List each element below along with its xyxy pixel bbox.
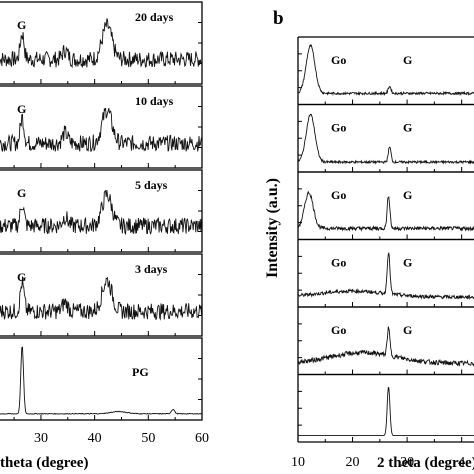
peak-label-go: Go bbox=[331, 121, 346, 135]
x-axis-title: 2 theta (degree) bbox=[377, 455, 474, 471]
series-line bbox=[297, 251, 474, 301]
panel-letter-b: b bbox=[273, 8, 284, 29]
x-tick-label: 10 bbox=[291, 455, 305, 470]
peak-label-g: G bbox=[17, 102, 26, 116]
x-tick-label: 30 bbox=[400, 455, 414, 470]
series-line bbox=[0, 18, 202, 69]
series-frame bbox=[0, 337, 203, 421]
panel-a: G 20 days G 10 days G 5 days G 3 days PG 30 40 50 60… bbox=[0, 1, 209, 471]
series-name-label: 20 days bbox=[135, 10, 174, 24]
series-line bbox=[297, 113, 474, 165]
x-axis-title: theta (degree) bbox=[0, 455, 88, 471]
peak-label-go: Go bbox=[331, 256, 346, 270]
series-line bbox=[297, 190, 474, 232]
series-name-label: 5 days bbox=[135, 178, 168, 192]
peak-label-g: G bbox=[403, 188, 412, 202]
series-name-label: PG bbox=[132, 365, 149, 379]
x-tick-label: 60 bbox=[195, 431, 209, 446]
peak-label-g: G bbox=[403, 256, 412, 270]
series-line bbox=[0, 107, 203, 152]
series-line bbox=[0, 276, 203, 321]
x-tick-label: 30 bbox=[34, 431, 48, 446]
x-tick-label: 40 bbox=[88, 431, 102, 446]
peak-label-g: G bbox=[403, 323, 412, 337]
peak-label-g: G bbox=[403, 53, 412, 67]
series-line bbox=[297, 44, 474, 97]
y-axis-title: Intensity (a.u.) bbox=[264, 178, 281, 278]
series-line bbox=[0, 346, 202, 415]
peak-label-go: Go bbox=[331, 188, 346, 202]
series-name-label: 3 days bbox=[135, 262, 168, 276]
x-tick-label: 20 bbox=[346, 455, 360, 470]
peak-label-g: G bbox=[17, 18, 26, 32]
peak-label-g: G bbox=[403, 121, 412, 135]
series-line bbox=[298, 386, 474, 437]
peak-label-g: G bbox=[17, 270, 26, 284]
x-tick-label: 50 bbox=[141, 431, 155, 446]
series-line bbox=[0, 189, 203, 236]
peak-label-go: Go bbox=[331, 53, 346, 67]
series-name-label: 10 days bbox=[135, 94, 174, 108]
panel-b: b Go G Go G Go G Go G Go G 10 20 30 42 theta (degree) I… bbox=[264, 8, 474, 471]
series-line bbox=[297, 326, 474, 367]
peak-label-go: Go bbox=[331, 323, 346, 337]
x-tick-label: 4 bbox=[458, 455, 465, 470]
peak-label-g: G bbox=[17, 186, 26, 200]
